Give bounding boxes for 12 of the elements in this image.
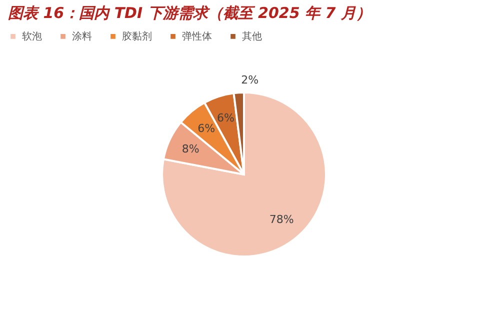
legend-label: 胶黏剂	[122, 30, 152, 42]
pie-slice	[161, 92, 327, 258]
data-label: 2%	[241, 74, 259, 87]
legend-label: 涂料	[72, 30, 92, 42]
legend-label: 软泡	[22, 30, 42, 42]
data-label: 6%	[198, 122, 216, 136]
data-label: 78%	[269, 212, 294, 226]
data-label: 6%	[217, 111, 234, 124]
data-label: 8%	[182, 142, 200, 156]
legend-label: 其他	[242, 30, 262, 42]
chart-title: 图表 16：国内 TDI 下游需求（截至 2025 年 7 月）	[8, 4, 371, 22]
legend-label: 弹性体	[182, 30, 212, 42]
